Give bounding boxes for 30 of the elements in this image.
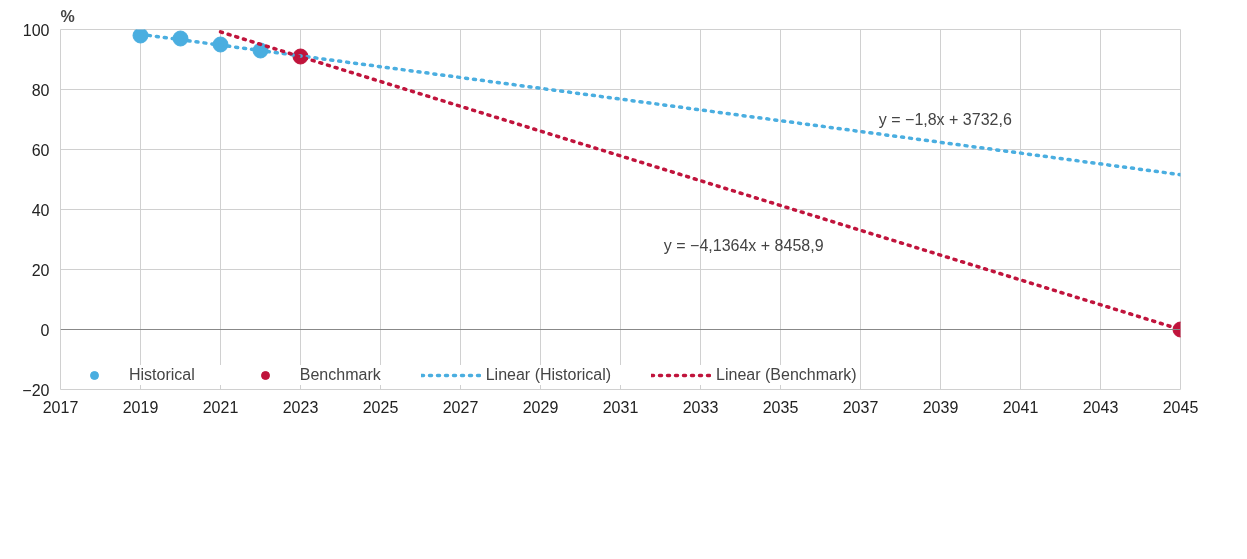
x-tick-label: 2027 [442,398,479,416]
y-tick-label: 40 [31,201,50,219]
x-tick-label: 2023 [282,398,319,416]
annotation: y = −1,8x + 3732,6 [878,111,1012,128]
y-tick-label: 0 [40,321,50,339]
annotation: y = −4,1364x + 8458,9 [663,237,824,254]
legend-label: Benchmark [299,365,381,385]
y-tick-label: 60 [31,141,50,159]
y-tick-label: 80 [31,81,50,99]
x-tick-label: 2017 [42,398,79,416]
y-tick-label: −20 [22,381,50,399]
x-tick-label: 2037 [842,398,879,416]
x-tick-label: 2029 [522,398,559,416]
x-tick-label: 2045 [1162,398,1199,416]
x-tick-label: 2031 [602,398,639,416]
x-tick-label: 2019 [122,398,159,416]
x-tick-label: 2043 [1082,398,1119,416]
y-tick-label: 100 [22,21,50,39]
legend-label: Linear (Benchmark) [716,365,857,385]
point [132,29,149,44]
x-tick-label: 2039 [922,398,959,416]
x-tick-label: 2025 [362,398,399,416]
legend-label: Linear (Historical) [485,365,612,385]
y-tick-label: 20 [31,261,50,279]
x-tick-label: 2035 [762,398,799,416]
x-tick-label: 2033 [682,398,719,416]
x-tick-label: 2041 [1002,398,1039,416]
legend-label: Historical [129,365,195,385]
x-tick-label: 2021 [202,398,239,416]
y-axis-title: % [60,7,75,25]
